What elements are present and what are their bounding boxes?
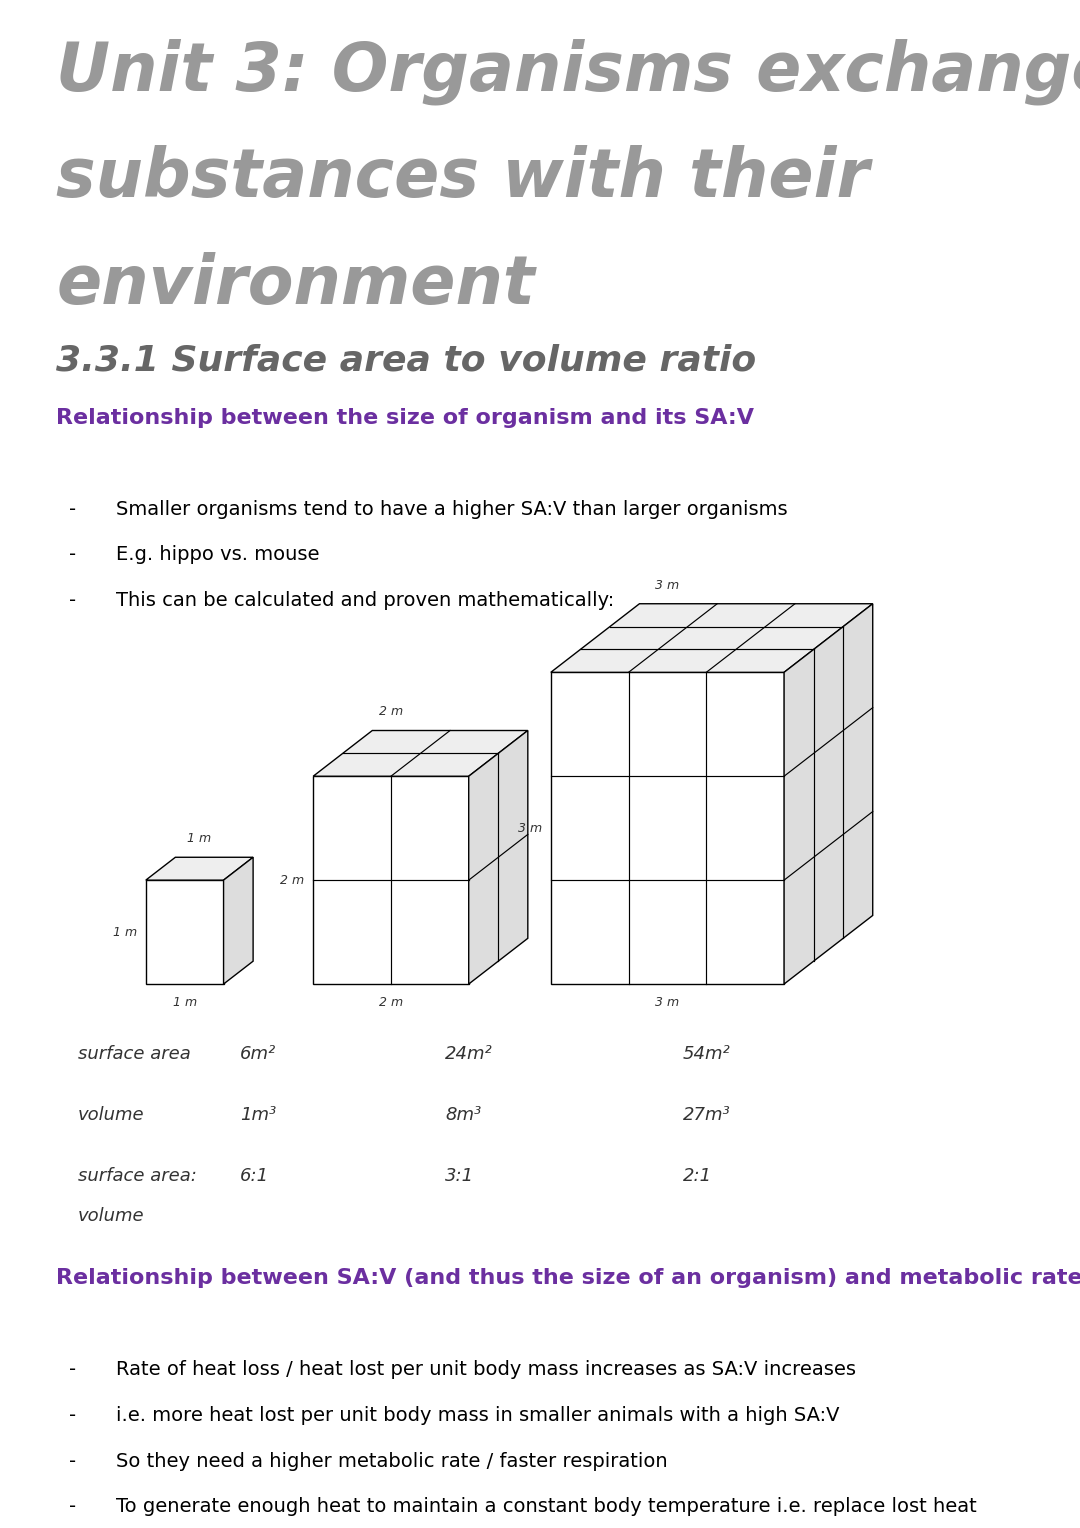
Text: E.g. hippo vs. mouse: E.g. hippo vs. mouse [116,545,319,564]
Text: environment: environment [56,252,535,318]
Text: 6m²: 6m² [240,1045,276,1063]
Text: This can be calculated and proven mathematically:: This can be calculated and proven mathem… [116,591,613,610]
Text: volume: volume [78,1207,145,1225]
Text: 24m²: 24m² [445,1045,492,1063]
Text: 2 m: 2 m [281,874,305,886]
Text: -: - [69,1406,77,1424]
Text: 3 m: 3 m [656,579,679,591]
Text: So they need a higher metabolic rate / faster respiration: So they need a higher metabolic rate / f… [116,1452,667,1470]
Text: surface area:: surface area: [78,1167,197,1186]
Text: -: - [69,1497,77,1516]
Text: 3 m: 3 m [656,996,679,1010]
Polygon shape [551,672,784,984]
Text: i.e. more heat lost per unit body mass in smaller animals with a high SA:V: i.e. more heat lost per unit body mass i… [116,1406,839,1424]
Text: Relationship between SA:V (and thus the size of an organism) and metabolic rate: Relationship between SA:V (and thus the … [56,1268,1080,1288]
Polygon shape [146,880,224,984]
Text: Smaller organisms tend to have a higher SA:V than larger organisms: Smaller organisms tend to have a higher … [116,500,787,518]
Polygon shape [146,857,253,880]
Text: 1 m: 1 m [188,833,212,845]
Polygon shape [469,730,528,984]
Text: 8m³: 8m³ [445,1106,482,1125]
Text: -: - [69,545,77,564]
Text: substances with their: substances with their [56,145,869,211]
Text: -: - [69,591,77,610]
Text: Relationship between the size of organism and its SA:V: Relationship between the size of organis… [56,408,754,428]
Text: 3 m: 3 m [518,822,542,834]
Polygon shape [313,776,469,984]
Text: 1m³: 1m³ [240,1106,276,1125]
Text: 2 m: 2 m [379,996,403,1010]
Text: 2 m: 2 m [379,706,403,718]
Polygon shape [784,604,873,984]
Text: surface area: surface area [78,1045,190,1063]
Text: -: - [69,1360,77,1378]
Text: 6:1: 6:1 [240,1167,269,1186]
Polygon shape [224,857,253,984]
Text: -: - [69,500,77,518]
Text: Rate of heat loss / heat lost per unit body mass increases as SA:V increases: Rate of heat loss / heat lost per unit b… [116,1360,855,1378]
Text: -: - [69,1452,77,1470]
Polygon shape [313,730,528,776]
Text: 1 m: 1 m [113,926,137,938]
Text: 54m²: 54m² [683,1045,730,1063]
Text: Unit 3: Organisms exchange: Unit 3: Organisms exchange [56,38,1080,105]
Text: 3:1: 3:1 [445,1167,474,1186]
Text: To generate enough heat to maintain a constant body temperature i.e. replace los: To generate enough heat to maintain a co… [116,1497,976,1516]
Text: 27m³: 27m³ [683,1106,730,1125]
Text: 2:1: 2:1 [683,1167,712,1186]
Text: 3.3.1 Surface area to volume ratio: 3.3.1 Surface area to volume ratio [56,344,756,377]
Text: 1 m: 1 m [173,996,197,1010]
Text: volume: volume [78,1106,145,1125]
Polygon shape [551,604,873,672]
